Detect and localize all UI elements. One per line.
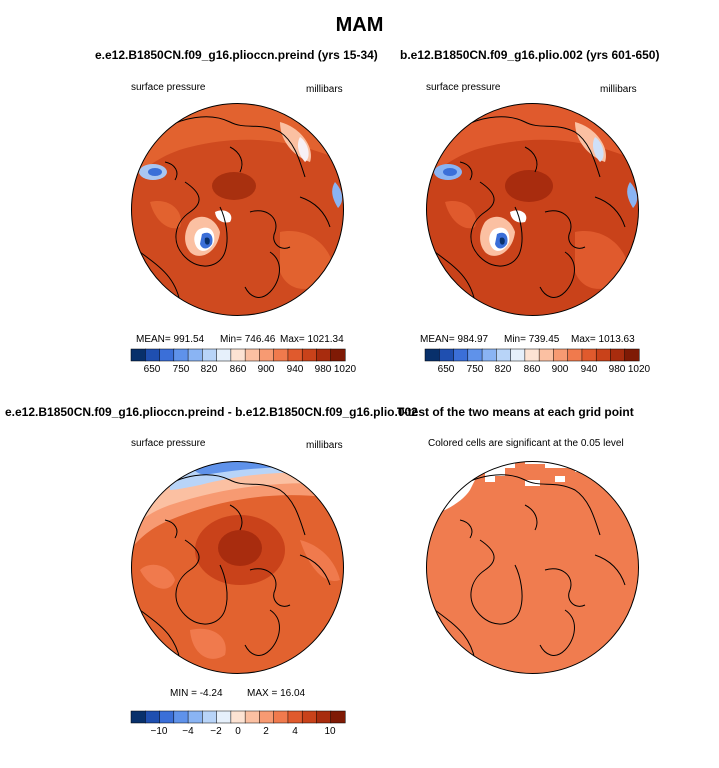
figure-title: MAM: [335, 14, 384, 36]
colorbar-tick: 1020: [333, 364, 357, 375]
panel1-max-stat: Max= 1021.34: [280, 334, 344, 345]
colorbar-swatch: [524, 348, 540, 362]
colorbar-swatch: [187, 348, 203, 362]
colorbar-swatch: [553, 348, 569, 362]
colorbar-tick: 650: [143, 364, 161, 375]
colorbar-swatch: [567, 348, 583, 362]
colorbar-swatch: [230, 348, 246, 362]
colorbar-swatch: [259, 710, 275, 724]
colorbar-swatch: [202, 710, 218, 724]
panel3-polar-map: [131, 461, 344, 674]
panel1-units-label: millibars: [306, 84, 343, 95]
colorbar-tick: 940: [580, 364, 598, 375]
panel2-min-stat: Min= 739.45: [504, 334, 560, 345]
colorbar-tick: 0: [235, 726, 241, 737]
colorbar-swatch: [301, 348, 318, 362]
colorbar-swatch: [330, 348, 346, 362]
colorbar-tick: 900: [551, 364, 569, 375]
panel2-colorbar-ticks: 650 750 820 860 900 940 980 1020: [425, 364, 650, 376]
colorbar-tick: 940: [286, 364, 304, 375]
colorbar-swatch: [216, 348, 232, 362]
colorbar-swatch: [259, 348, 275, 362]
panel3-max-stat: MAX = 16.04: [247, 688, 306, 699]
colorbar-swatch: [230, 710, 246, 724]
colorbar-swatch: [273, 710, 289, 724]
colorbar-swatch: [159, 348, 175, 362]
colorbar-swatch: [481, 348, 497, 362]
colorbar-swatch: [244, 348, 260, 362]
colorbar-swatch: [145, 710, 161, 724]
panel3-colorbar-ticks: −10 −4 −2 0 2 4 10: [131, 726, 345, 738]
panel1-min-stat: Min= 746.46: [220, 334, 276, 345]
colorbar-tick: 820: [494, 364, 512, 375]
colorbar-tick: −2: [210, 726, 222, 737]
colorbar-swatch: [187, 710, 203, 724]
panel3-min-stat: MIN = -4.24: [170, 688, 223, 699]
colorbar-swatch: [273, 348, 289, 362]
panel1-mean-stat: MEAN= 991.54: [136, 334, 205, 345]
colorbar-swatch: [581, 348, 597, 362]
panel1-colorbar-ticks: 650 750 820 860 900 940 980 1020: [131, 364, 356, 376]
panel1-colorbar: [130, 348, 346, 362]
colorbar-tick: 4: [292, 726, 298, 737]
panel3-title: e.e12.B1850CN.f09_g16.pliocc​n.preind - …: [5, 405, 418, 419]
panel2-colorbar: [424, 348, 640, 362]
panel2-variable-label: surface pressure: [426, 82, 501, 93]
colorbar-swatch: [453, 348, 469, 362]
colorbar-swatch: [301, 710, 318, 724]
panel2-title: b.e12.B1850CN.f09_g16.plio.002 (yrs 601-…: [400, 48, 660, 62]
colorbar-swatch: [287, 710, 303, 724]
colorbar-tick: 980: [314, 364, 332, 375]
colorbar-swatch: [316, 348, 332, 362]
colorbar-swatch: [244, 710, 260, 724]
colorbar-swatch: [316, 710, 332, 724]
colorbar-swatch: [610, 348, 626, 362]
colorbar-tick: 10: [324, 726, 336, 737]
colorbar-tick: 860: [229, 364, 247, 375]
colorbar-swatch: [287, 348, 303, 362]
panel2-polar-map: [426, 103, 639, 316]
colorbar-swatch: [130, 710, 146, 724]
colorbar-tick: −4: [182, 726, 194, 737]
colorbar-tick: 820: [200, 364, 218, 375]
colorbar-swatch: [496, 348, 512, 362]
panel4-title: T-test of the two means at each grid poi…: [397, 405, 634, 419]
colorbar-tick: −10: [150, 726, 168, 737]
panel2-max-stat: Max= 1013.63: [571, 334, 635, 345]
panel3-variable-label: surface pressure: [131, 438, 206, 449]
colorbar-swatch: [439, 348, 455, 362]
colorbar-tick: 2: [263, 726, 269, 737]
panel1-title: e.e12.B1850CN.f09_g16.pliocc​n.preind (y…: [95, 48, 378, 62]
panel1-variable-label: surface pressure: [131, 82, 206, 93]
colorbar-tick: 900: [257, 364, 275, 375]
panel3-colorbar: [130, 710, 346, 724]
panel4-significance-note: Colored cells are significant at the 0.0…: [428, 438, 624, 449]
colorbar-tick: 750: [466, 364, 484, 375]
colorbar-swatch: [130, 348, 146, 362]
panel3-units-label: millibars: [306, 440, 343, 451]
colorbar-swatch: [595, 348, 612, 362]
colorbar-tick: 860: [523, 364, 541, 375]
colorbar-swatch: [624, 348, 640, 362]
colorbar-tick: 650: [437, 364, 455, 375]
colorbar-tick: 980: [608, 364, 626, 375]
colorbar-tick: 1020: [627, 364, 651, 375]
panel2-mean-stat: MEAN= 984.97: [420, 334, 489, 345]
colorbar-swatch: [510, 348, 526, 362]
colorbar-swatch: [467, 348, 483, 362]
colorbar-swatch: [159, 710, 175, 724]
colorbar-swatch: [202, 348, 218, 362]
colorbar-swatch: [173, 348, 189, 362]
colorbar-swatch: [330, 710, 346, 724]
colorbar-swatch: [173, 710, 189, 724]
colorbar-swatch: [216, 710, 232, 724]
panel1-polar-map: [131, 103, 344, 316]
colorbar-swatch: [538, 348, 554, 362]
panel2-units-label: millibars: [600, 84, 637, 95]
colorbar-swatch: [424, 348, 440, 362]
colorbar-swatch: [145, 348, 161, 362]
colorbar-tick: 750: [172, 364, 190, 375]
panel4-polar-map: [426, 461, 639, 674]
